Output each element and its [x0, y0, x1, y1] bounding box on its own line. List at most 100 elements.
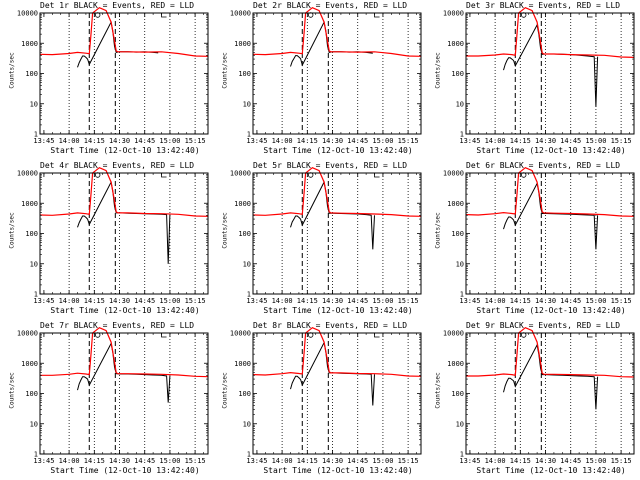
x-axis-label: Start Time (12-Oct-10 13:42:40) [476, 306, 626, 315]
x-tick-label: 14:15 [297, 297, 318, 305]
x-tick-label: 14:30 [535, 457, 556, 465]
x-tick-label: 14:30 [322, 457, 343, 465]
y-axis-label: Counts/sec [8, 372, 16, 409]
top-bracket-marker [587, 173, 593, 178]
series-line-lld [466, 327, 634, 378]
plot-frame [465, 332, 635, 455]
x-tick-label: 14:00 [59, 297, 80, 305]
y-tick-label: 1 [247, 291, 251, 299]
y-tick-label: 100 [451, 230, 464, 238]
x-tick-label: 14:00 [272, 457, 293, 465]
x-tick-label: 15:15 [185, 297, 206, 305]
x-axis-label: Start Time (12-Oct-10 13:42:40) [50, 146, 200, 155]
detector-panel: 1 10 100 1000 10000 13:45 14:00 14:15 14:30 14:45… [213, 160, 426, 320]
top-bracket-marker [587, 333, 593, 338]
x-tick-label: 13:45 [33, 297, 54, 305]
panel-title: Det 9r BLACK = Events, RED = LLD [466, 321, 621, 330]
x-tick-label: 14:15 [510, 297, 531, 305]
y-tick-label: 100 [25, 70, 38, 78]
y-tick-label: 100 [238, 70, 251, 78]
y-tick-label: 1000 [447, 360, 464, 368]
x-tick-label: 15:15 [611, 457, 632, 465]
y-tick-label: 1000 [234, 360, 251, 368]
series-line-lld [40, 167, 208, 217]
y-tick-label: 10 [30, 100, 38, 108]
y-tick-label: 10 [243, 100, 251, 108]
x-tick-label: 14:15 [297, 137, 318, 145]
x-tick-label: 15:15 [398, 457, 419, 465]
panel-plot: 1 10 100 1000 10000 13:45 14:00 14:15 14:30 14:45… [17, 7, 209, 145]
top-bracket-marker [374, 173, 380, 178]
y-tick-label: 1000 [21, 200, 38, 208]
series-line-events [503, 23, 599, 107]
panel-title: Det 5r BLACK = Events, RED = LLD [253, 161, 408, 170]
series-line-lld [253, 167, 421, 217]
y-tick-label: 100 [238, 390, 251, 398]
x-tick-label: 14:15 [84, 457, 105, 465]
y-axis-label: Counts/sec [221, 372, 229, 409]
y-tick-label: 1 [34, 451, 38, 459]
panel-plot: 1 10 100 1000 10000 13:45 14:00 14:15 14:30 14:45… [230, 7, 422, 145]
y-tick-label: 10000 [443, 330, 464, 338]
x-tick-label: 15:00 [372, 137, 393, 145]
y-tick-label: 100 [25, 230, 38, 238]
x-tick-label: 14:00 [59, 137, 80, 145]
x-tick-label: 14:45 [347, 457, 368, 465]
series-line-lld [466, 7, 634, 58]
x-axis-label: Start Time (12-Oct-10 13:42:40) [263, 306, 413, 315]
x-tick-label: 15:00 [159, 457, 180, 465]
panel-plot: 1 10 100 1000 10000 13:45 14:00 14:15 14:30 14:45… [443, 7, 635, 145]
y-tick-label: 10 [30, 420, 38, 428]
x-tick-label: 15:00 [159, 137, 180, 145]
panel-plot: 1 10 100 1000 10000 13:45 14:00 14:15 14:30 14:45… [230, 167, 422, 305]
y-tick-label: 10 [30, 260, 38, 268]
x-tick-label: 14:00 [59, 457, 80, 465]
x-axis-label: Start Time (12-Oct-10 13:42:40) [50, 466, 200, 475]
y-axis-label: Counts/sec [221, 52, 229, 89]
x-axis-label: Start Time (12-Oct-10 13:42:40) [263, 146, 413, 155]
x-tick-label: 14:15 [84, 137, 105, 145]
x-axis-label: Start Time (12-Oct-10 13:42:40) [50, 306, 200, 315]
x-tick-label: 13:45 [246, 297, 267, 305]
x-tick-label: 14:45 [560, 457, 581, 465]
x-tick-label: 14:30 [535, 137, 556, 145]
y-tick-label: 1 [460, 291, 464, 299]
x-tick-label: 15:15 [611, 137, 632, 145]
panel-title: Det 8r BLACK = Events, RED = LLD [253, 321, 408, 330]
series-line-lld [40, 7, 208, 57]
x-tick-label: 14:30 [109, 457, 130, 465]
x-tick-label: 13:45 [459, 137, 480, 145]
x-tick-label: 13:45 [33, 457, 54, 465]
y-axis-label: Counts/sec [434, 212, 442, 249]
x-tick-label: 14:00 [485, 457, 506, 465]
plot-frame [465, 12, 635, 135]
top-bracket-marker [161, 173, 167, 178]
x-tick-label: 14:00 [485, 297, 506, 305]
top-bracket-marker [161, 333, 167, 338]
x-tick-label: 14:45 [347, 137, 368, 145]
series-line-lld [253, 7, 421, 57]
series-line-lld [253, 327, 421, 377]
panel-title: Det 4r BLACK = Events, RED = LLD [40, 161, 195, 170]
series-line-events [77, 342, 171, 403]
detector-panel: 1 10 100 1000 10000 13:45 14:00 14:15 14:30 14:45… [0, 0, 213, 160]
x-tick-label: 13:45 [459, 297, 480, 305]
panel-plot: 1 10 100 1000 10000 13:45 14:00 14:15 14:30 14:45… [443, 167, 635, 305]
detector-panel: 1 10 100 1000 10000 13:45 14:00 14:15 14:30 14:45… [426, 160, 639, 320]
y-tick-label: 10000 [17, 330, 38, 338]
panel-title: Det 1r BLACK = Events, RED = LLD [40, 1, 195, 10]
y-tick-label: 1 [460, 451, 464, 459]
y-tick-label: 1 [460, 131, 464, 139]
x-tick-label: 13:45 [246, 457, 267, 465]
panel-plot: 1 10 100 1000 10000 13:45 14:00 14:15 14:30 14:45… [443, 327, 635, 465]
y-tick-label: 100 [25, 390, 38, 398]
y-tick-label: 1000 [21, 360, 38, 368]
detector-panel: 1 10 100 1000 10000 13:45 14:00 14:15 14:30 14:45… [213, 320, 426, 480]
x-tick-label: 14:30 [322, 137, 343, 145]
y-axis-label: Counts/sec [434, 372, 442, 409]
plot-frame [252, 172, 422, 295]
x-axis-label: Start Time (12-Oct-10 13:42:40) [263, 466, 413, 475]
x-tick-label: 15:15 [185, 457, 206, 465]
x-axis-label: Start Time (12-Oct-10 13:42:40) [476, 146, 626, 155]
